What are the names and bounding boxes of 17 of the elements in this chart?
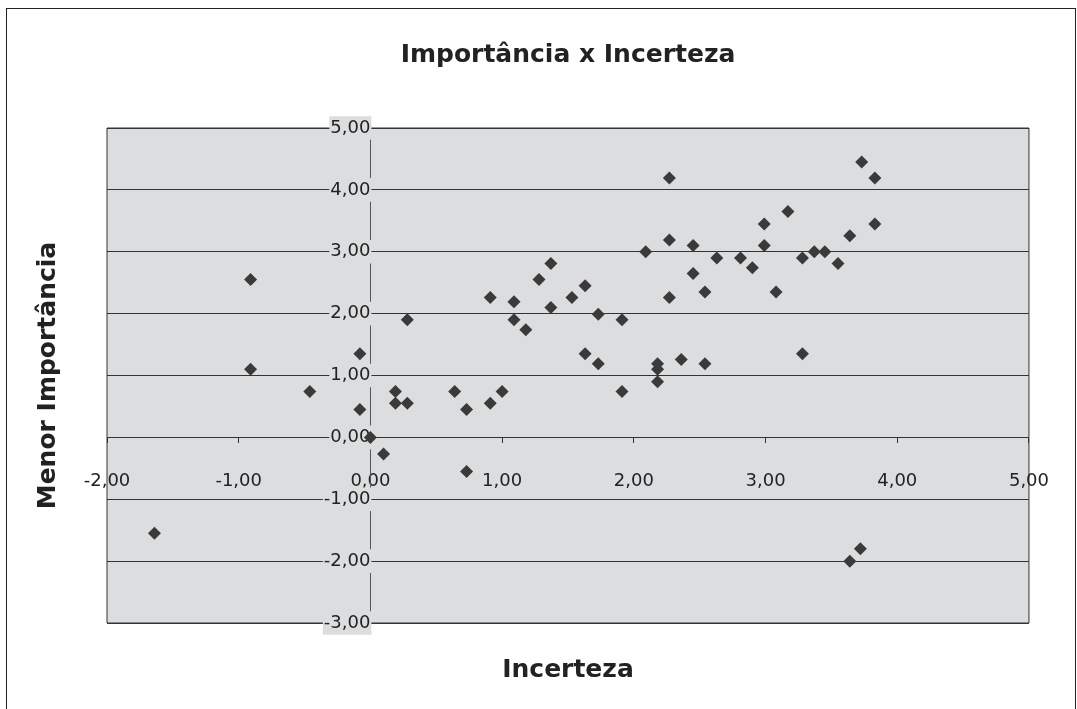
x-tick-label: -2,00	[83, 468, 131, 490]
y-tick-label: 1,00	[330, 363, 371, 385]
x-tick-label: 2,00	[613, 468, 654, 490]
x-axis-title: Incerteza	[502, 653, 634, 683]
y-tick-label: -2,00	[323, 548, 371, 570]
x-tick-label: 1,00	[482, 468, 523, 490]
y-tick-label: 5,00	[330, 115, 371, 137]
y-tick-label: 3,00	[330, 239, 371, 261]
y-tick-label: 4,00	[330, 177, 371, 199]
x-tick-label: 5,00	[1008, 468, 1049, 490]
x-tick-label: -1,00	[215, 468, 262, 490]
x-tick-label: 4,00	[877, 468, 918, 490]
y-tick-label: -3,00	[323, 610, 371, 632]
chart-title: Importância x Incerteza	[400, 38, 736, 68]
x-tick-label: 3,00	[745, 468, 786, 490]
y-tick-label: 2,00	[330, 301, 371, 323]
y-axis-title: Menor Importância	[31, 241, 61, 510]
